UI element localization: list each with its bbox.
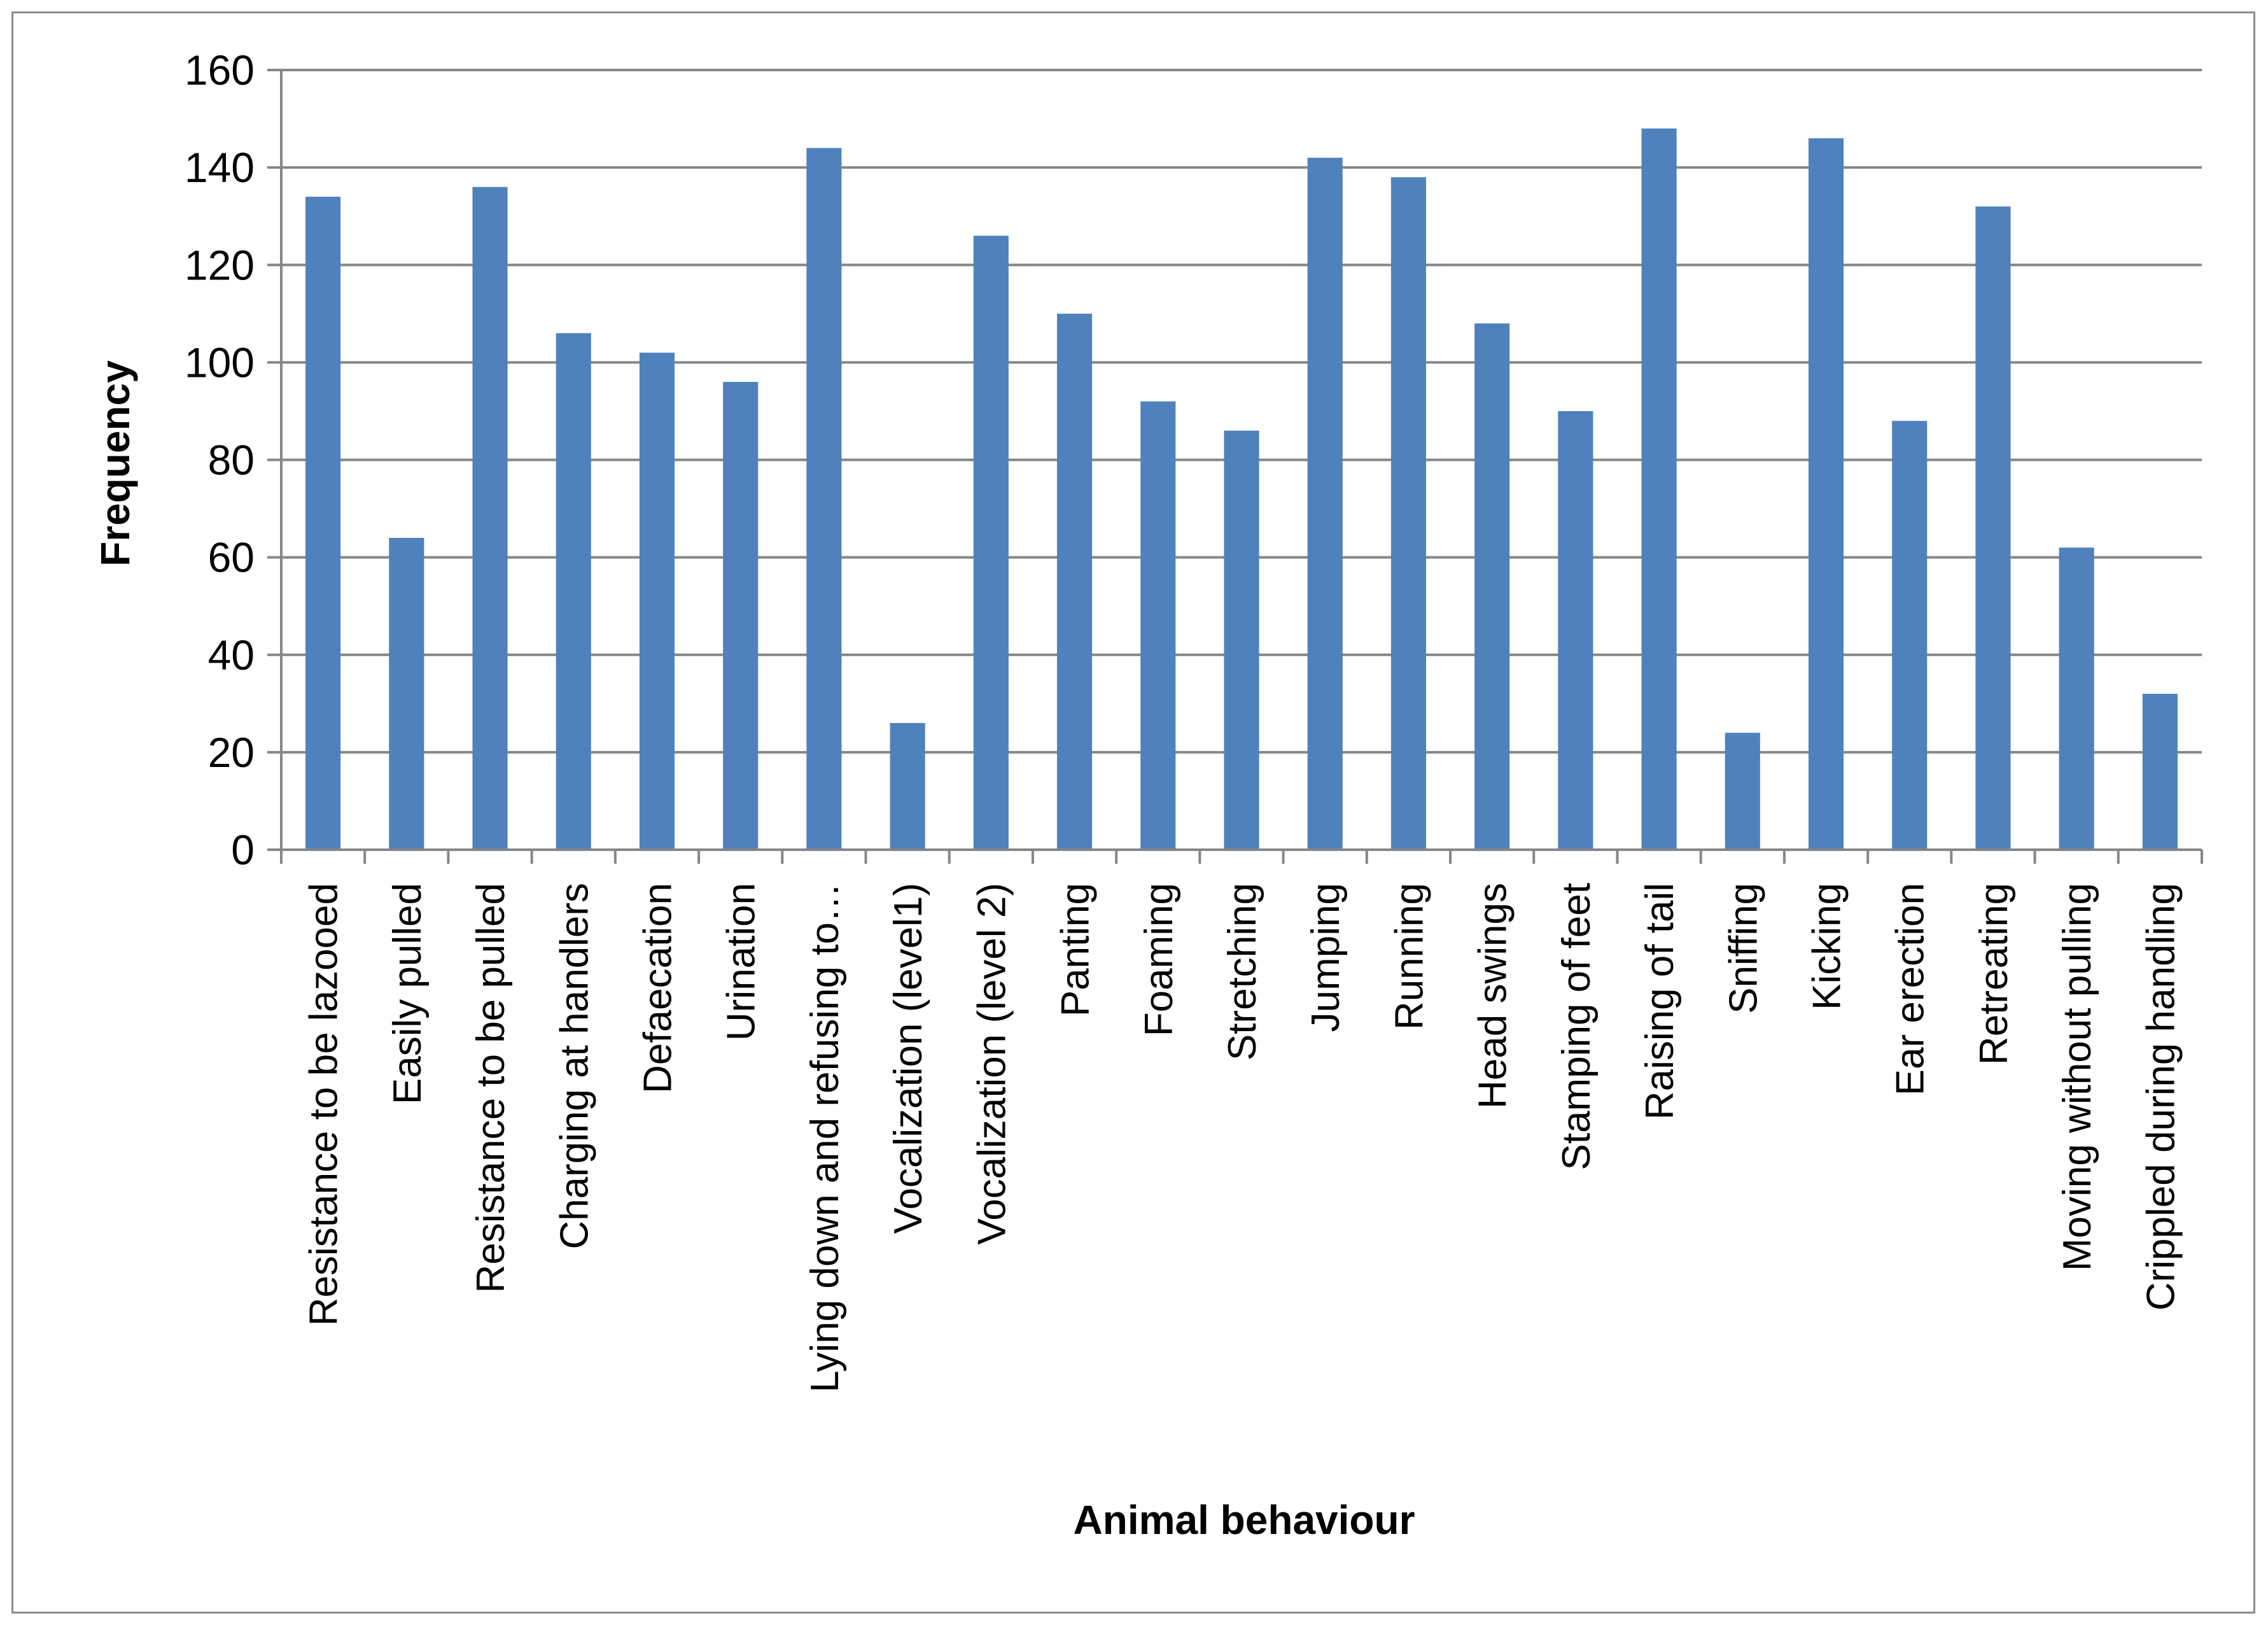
- bar: [1975, 206, 2011, 850]
- chart-frame: [11, 11, 2255, 1614]
- bar: [2059, 547, 2094, 850]
- bar: [1057, 313, 1093, 850]
- x-category-label: Crippled during handling: [2139, 883, 2183, 1311]
- bar: [1474, 323, 1510, 850]
- bar: [1558, 411, 1593, 850]
- x-category-label: Running: [1387, 883, 1431, 1030]
- bar: [973, 236, 1009, 850]
- y-tick-label: 120: [185, 241, 255, 288]
- x-category-label: Head swings: [1471, 883, 1515, 1109]
- bar: [1641, 128, 1677, 850]
- x-category-label: Defaecation: [636, 883, 680, 1094]
- x-category-label: Vocalization (level 2): [970, 883, 1014, 1245]
- y-tick-label: 60: [208, 534, 255, 581]
- bar: [639, 353, 675, 850]
- y-tick-label: 80: [208, 437, 255, 484]
- bar: [556, 333, 591, 850]
- x-category-label: Easily pulled: [386, 883, 430, 1104]
- x-category-label: Sniffing: [1721, 883, 1765, 1014]
- x-category-label: Raising of tail: [1638, 883, 1682, 1120]
- x-category-label: Lying down and refusing to…: [803, 883, 847, 1393]
- bar: [723, 382, 759, 850]
- x-category-label: Jumping: [1304, 883, 1348, 1032]
- y-axis-title: Frequency: [92, 360, 138, 566]
- x-axis-title: Animal behaviour: [1074, 1497, 1415, 1543]
- bar: [806, 148, 842, 850]
- x-category-label: Ear erection: [1889, 883, 1933, 1095]
- x-category-label: Charging at handlers: [552, 883, 596, 1249]
- x-category-label: Urination: [720, 883, 764, 1041]
- x-category-label: Stamping of feet: [1555, 883, 1599, 1171]
- x-category-label: Kicking: [1805, 883, 1849, 1010]
- x-category-label: Resistance to be lazooed: [302, 883, 346, 1326]
- y-tick-label: 140: [185, 144, 255, 191]
- bar: [1892, 421, 1928, 850]
- axes: [267, 69, 2203, 864]
- x-category-label: Moving without pulling: [2055, 883, 2099, 1271]
- y-tick-label: 20: [208, 729, 255, 776]
- x-category-label: Resistance to be pulled: [469, 883, 513, 1293]
- x-category-label: Stretching: [1221, 883, 1264, 1060]
- x-category-label: Panting: [1054, 883, 1098, 1017]
- bar: [1725, 733, 1760, 850]
- y-tick-labels: 0 20 40 60 80 100 120 140 160: [185, 46, 255, 873]
- y-tick-label: 40: [208, 631, 255, 679]
- bar: [1390, 177, 1426, 850]
- bar: [389, 538, 424, 850]
- bar: [305, 197, 341, 850]
- bar: [1307, 157, 1343, 850]
- y-tick-label: 100: [185, 339, 255, 386]
- bars: [305, 128, 2178, 850]
- x-category-label: Foaming: [1137, 883, 1181, 1036]
- y-tick-label: 0: [231, 826, 255, 873]
- x-tick-labels: Resistance to be lazooed Easily pulled Res…: [302, 883, 2183, 1393]
- bar: [1224, 430, 1259, 850]
- bar: [472, 186, 508, 850]
- bar: [2142, 694, 2178, 850]
- x-category-label: Retreating: [1972, 883, 2016, 1065]
- gridlines: [281, 69, 2202, 754]
- bar: [890, 722, 925, 850]
- bar: [1808, 138, 1844, 850]
- bar: [1140, 401, 1176, 850]
- y-tick-label: 160: [185, 46, 255, 94]
- x-category-label: Vocalization (level1): [886, 883, 930, 1234]
